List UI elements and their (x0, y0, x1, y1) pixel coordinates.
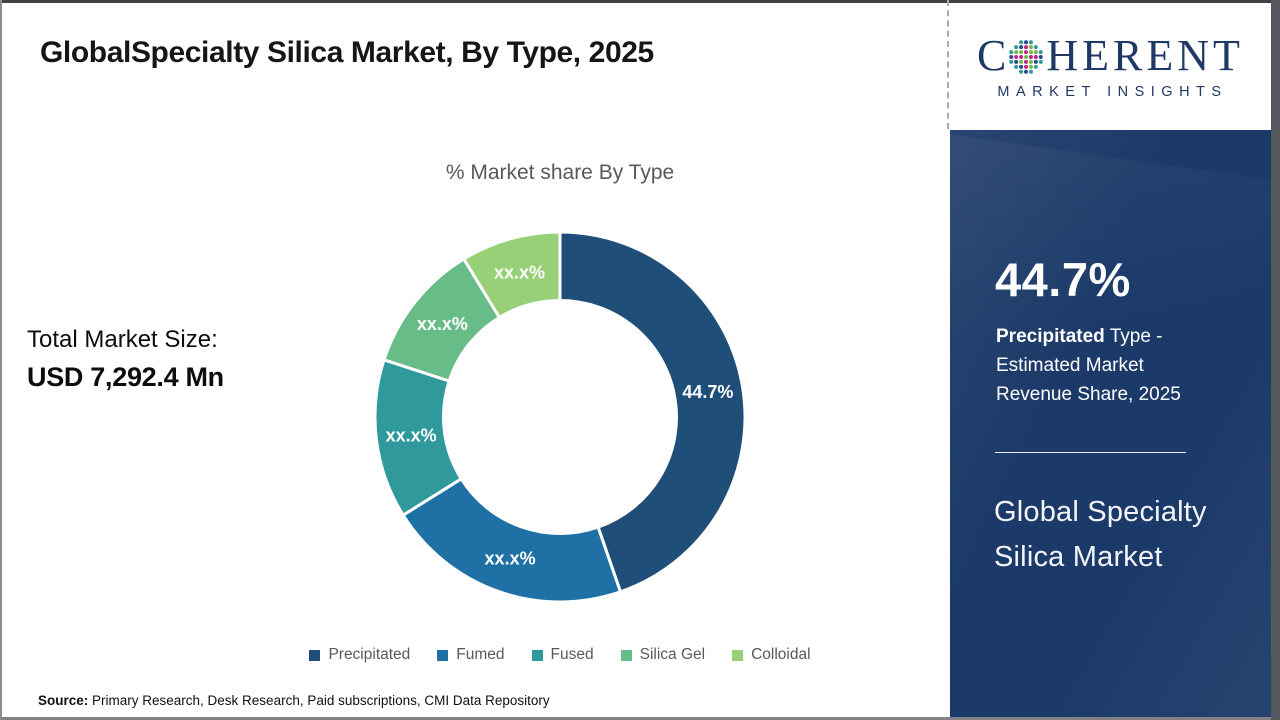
donut-chart-svg: 44.7% xx.x% xx.x% xx.x% xx.x% (373, 230, 747, 604)
globe-icon (1009, 39, 1044, 74)
legend-item-fused[interactable]: Fused (531, 646, 594, 664)
stat-desc-line3: Revenue Share, 2025 (996, 384, 1181, 405)
legend-item-precipitated[interactable]: Precipitated (309, 646, 410, 664)
legend-item-silica-gel[interactable]: Silica Gel (620, 646, 706, 664)
frame-border-bottom (0, 717, 1280, 720)
source-label: Source: (38, 693, 89, 708)
legend-label: Fumed (456, 646, 505, 663)
brand-subtitle: MARKET INSIGHTS (997, 83, 1228, 100)
legend-swatch-icon (531, 649, 543, 661)
legend-label: Colloidal (751, 646, 811, 663)
slice-label-colloidal: xx.x% (494, 263, 545, 283)
panel-title: Global Specialty Silica Market (994, 496, 1207, 573)
stat-desc-bold: Precipitated (996, 326, 1105, 347)
chart-legend: Precipitated Fumed Fused Silica Gel Colloida… (86, 646, 1034, 664)
slice-label-fumed: xx.x% (485, 548, 536, 568)
stat-desc-rest: Type - (1104, 326, 1163, 347)
legend-label: Precipitated (328, 646, 411, 663)
stat-desc-line2: Estimated Market (996, 355, 1144, 376)
total-market-size-label: Total Market Size: (27, 326, 218, 353)
frame-border-top (0, 0, 1280, 3)
total-market-size-block: Total Market Size: USD 7,292.4 Mn (27, 326, 224, 393)
panel-texture (950, 132, 1271, 488)
total-market-size-value: USD 7,292.4 Mn (27, 362, 224, 392)
donut-chart: 44.7% xx.x% xx.x% xx.x% xx.x% (350, 207, 770, 627)
legend-item-fumed[interactable]: Fumed (437, 646, 505, 664)
slice-label-fused: xx.x% (386, 425, 437, 445)
legend-item-colloidal[interactable]: Colloidal (732, 646, 811, 664)
legend-swatch-icon (620, 649, 632, 661)
source-line: Source: Primary Research, Desk Research,… (38, 693, 550, 708)
donut-slice-precipitated[interactable] (558, 230, 747, 594)
legend-swatch-icon (732, 649, 744, 661)
donut-slice-colloidal[interactable] (462, 230, 562, 319)
stat-value: 44.7% (995, 253, 1131, 306)
frame-border-left (0, 0, 2, 720)
legend-label: Fused (550, 646, 594, 663)
slice-label-silica-gel: xx.x% (417, 314, 468, 334)
page-title: GlobalSpecialty Silica Market, By Type, … (40, 36, 654, 69)
brand-logo: C HERENT MARKET INSIGHTS (950, 3, 1271, 130)
panel-divider-line (995, 452, 1186, 453)
chart-title: % Market share By Type (445, 161, 675, 184)
side-panel: 44.7% Precipitated Type - Estimated Mark… (950, 130, 1271, 717)
donut-slice-fumed[interactable] (401, 477, 622, 604)
brand-wordmark: C HERENT (977, 30, 1244, 80)
stat-description: Precipitated Type - Estimated Market Rev… (996, 322, 1181, 409)
source-text: Primary Research, Desk Research, Paid su… (88, 693, 550, 708)
brand-letter-c: C (977, 30, 1007, 80)
frame-border-right (1271, 0, 1280, 720)
brand-letters-rest: HERENT (1046, 30, 1244, 80)
section-divider-dashed (947, 0, 949, 129)
legend-label: Silica Gel (639, 646, 706, 663)
slice-label-precipitated: 44.7% (682, 382, 733, 402)
legend-swatch-icon (437, 649, 449, 661)
stat-desc-line1: Precipitated Type - (996, 322, 1181, 351)
legend-swatch-icon (309, 649, 321, 661)
